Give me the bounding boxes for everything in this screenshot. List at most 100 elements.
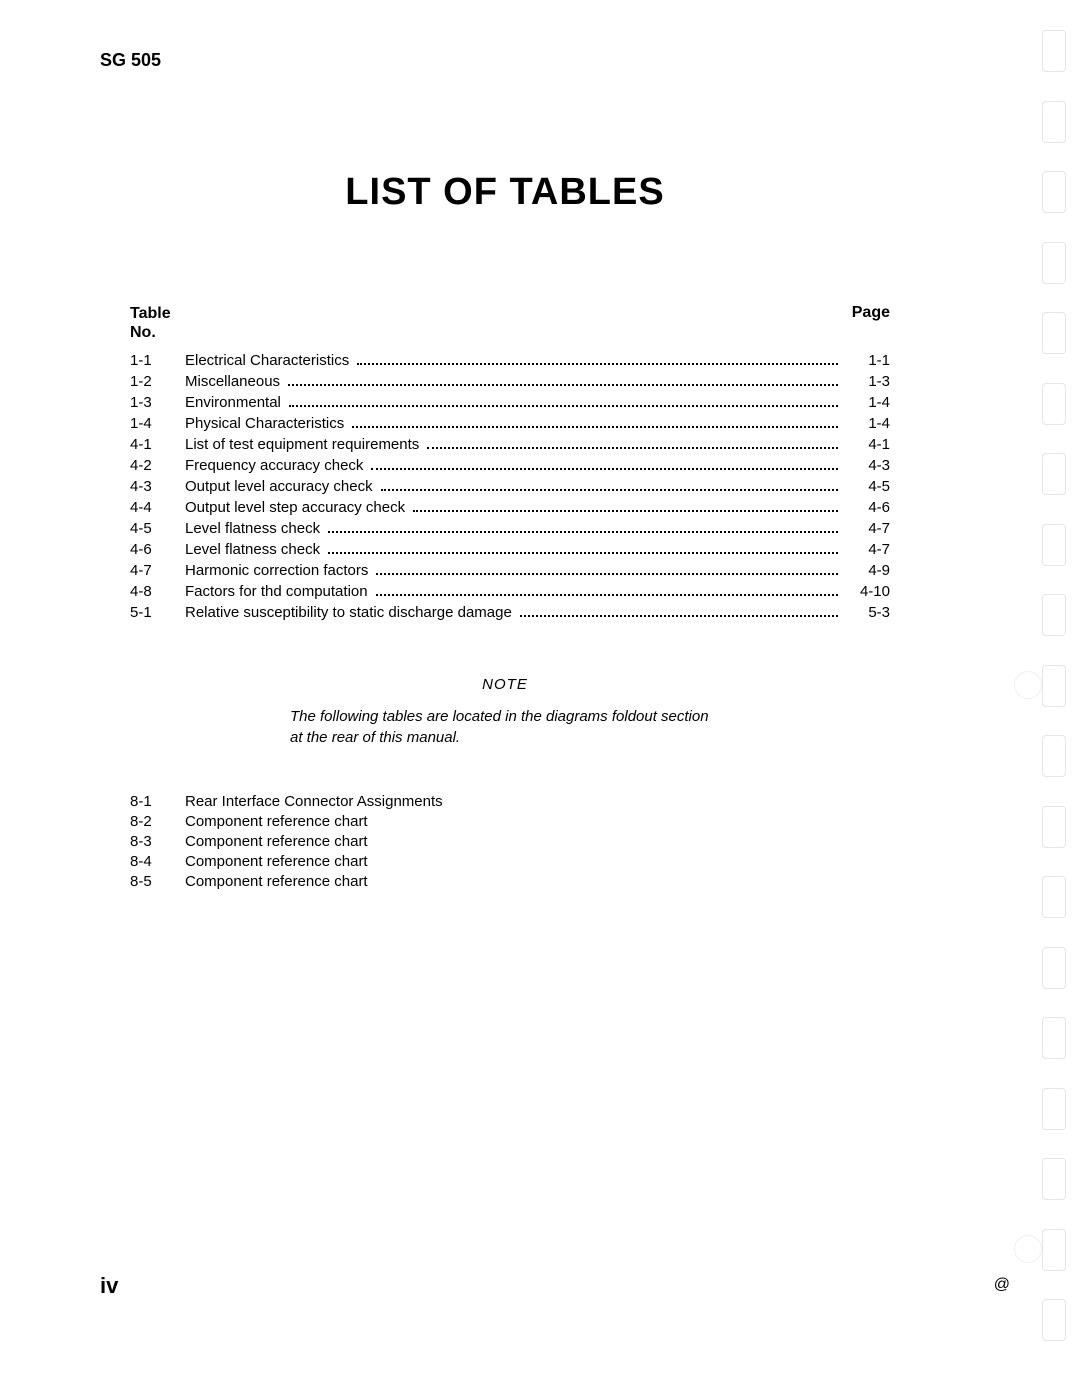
toc-row-no: 1-2 (130, 373, 185, 390)
toc-row: 4-5Level flatness check4-7 (130, 520, 890, 537)
foldout-block: 8-1Rear Interface Connector Assignments8… (130, 793, 910, 890)
punch-mark (1042, 242, 1066, 284)
toc-row-leader-dots (289, 396, 838, 407)
toc-row-page: 4-10 (842, 583, 890, 600)
punch-mark (1042, 594, 1066, 636)
punch-mark (1042, 947, 1066, 989)
toc-row-leader-dots (328, 522, 838, 533)
foldout-row-title: Component reference chart (185, 873, 368, 890)
punch-mark (1042, 1229, 1066, 1271)
ring-mark (1014, 671, 1042, 699)
toc-row: 1-3Environmental1-4 (130, 394, 890, 411)
toc-row-page: 4-1 (842, 436, 890, 453)
punch-mark (1042, 876, 1066, 918)
toc-row-no: 4-4 (130, 499, 185, 516)
foldout-row-title: Component reference chart (185, 833, 368, 850)
punch-mark (1042, 665, 1066, 707)
toc-row: 4-1List of test equipment requirements4-… (130, 436, 890, 453)
binding-marks (1030, 30, 1070, 1370)
toc-rows: 1-1Electrical Characteristics1-1 1-2Misce… (130, 352, 890, 621)
punch-mark (1042, 1017, 1066, 1059)
toc-row-no: 1-3 (130, 394, 185, 411)
toc-row-page: 1-3 (842, 373, 890, 390)
toc-header-left: Table No. (130, 304, 171, 342)
punch-mark (1042, 30, 1066, 72)
toc-row-no: 4-8 (130, 583, 185, 600)
toc-row-page: 5-3 (842, 604, 890, 621)
toc-row-leader-dots (376, 564, 838, 575)
note-block: NOTE The following tables are located in… (100, 676, 910, 748)
punch-mark (1042, 383, 1066, 425)
punch-mark (1042, 101, 1066, 143)
toc-row: 4-6Level flatness check4-7 (130, 541, 890, 558)
punch-mark (1042, 171, 1066, 213)
punch-mark (1042, 1088, 1066, 1130)
toc-row: 1-2Miscellaneous1-3 (130, 373, 890, 390)
toc-row-page: 4-5 (842, 478, 890, 495)
toc-row-title: Harmonic correction factors (185, 562, 372, 579)
note-text: The following tables are located in the … (290, 707, 720, 748)
toc-row: 5-1Relative susceptibility to static dis… (130, 604, 890, 621)
toc-row: 4-7Harmonic correction factors 4-9 (130, 562, 890, 579)
toc-row-page: 4-7 (842, 541, 890, 558)
toc-header-no: No. (130, 324, 156, 341)
foldout-row-title: Component reference chart (185, 813, 368, 830)
toc-row-no: 4-3 (130, 478, 185, 495)
page: SG 505 LIST OF TABLES Table No. Page 1-1… (0, 0, 1080, 1399)
toc-row-no: 4-1 (130, 436, 185, 453)
toc-row-title: Relative susceptibility to static discha… (185, 604, 516, 621)
toc-row: 4-2Frequency accuracy check 4-3 (130, 457, 890, 474)
foldout-row: 8-2Component reference chart (130, 813, 910, 830)
punch-mark (1042, 1158, 1066, 1200)
at-symbol: @ (994, 1276, 1010, 1294)
foldout-row-no: 8-2 (130, 813, 185, 830)
toc-header-page: Page (852, 304, 890, 342)
toc-row-page: 4-3 (842, 457, 890, 474)
toc-row-leader-dots (328, 543, 838, 554)
toc-row-title: Environmental (185, 394, 285, 411)
toc-row-title: Output level accuracy check (185, 478, 377, 495)
toc-row-no: 4-7 (130, 562, 185, 579)
foldout-row: 8-5Component reference chart (130, 873, 910, 890)
foldout-row: 8-4Component reference chart (130, 853, 910, 870)
toc-row-no: 1-1 (130, 352, 185, 369)
toc-row-leader-dots (381, 480, 838, 491)
punch-mark (1042, 312, 1066, 354)
toc-row-title: Factors for thd computation (185, 583, 372, 600)
page-number-roman: iv (100, 1273, 118, 1299)
toc-row-no: 4-2 (130, 457, 185, 474)
foldout-row-title: Rear Interface Connector Assignments (185, 793, 443, 810)
toc-row: 4-8Factors for thd computation 4-10 (130, 583, 890, 600)
toc-row-title: Output level step accuracy check (185, 499, 409, 516)
toc-row-no: 4-5 (130, 520, 185, 537)
toc-row-page: 1-1 (842, 352, 890, 369)
foldout-row: 8-1Rear Interface Connector Assignments (130, 793, 910, 810)
foldout-row-title: Component reference chart (185, 853, 368, 870)
foldout-row-no: 8-5 (130, 873, 185, 890)
punch-mark (1042, 806, 1066, 848)
punch-mark (1042, 524, 1066, 566)
foldout-rows: 8-1Rear Interface Connector Assignments8… (130, 793, 910, 890)
toc-row: 1-4Physical Characteristics1-4 (130, 415, 890, 432)
toc-row-title: Frequency accuracy check (185, 457, 367, 474)
punch-mark (1042, 453, 1066, 495)
toc-row-page: 4-9 (842, 562, 890, 579)
toc-row-leader-dots (352, 417, 838, 428)
toc-row-page: 4-6 (842, 499, 890, 516)
toc-row: 4-3Output level accuracy check 4-5 (130, 478, 890, 495)
ring-mark (1014, 1235, 1042, 1263)
toc-header-table: Table (130, 305, 171, 322)
toc-row-title: List of test equipment requirements (185, 436, 423, 453)
foldout-row-no: 8-3 (130, 833, 185, 850)
toc-header: Table No. Page (130, 304, 890, 342)
toc-row-title: Level flatness check (185, 520, 324, 537)
toc-row-page: 1-4 (842, 415, 890, 432)
punch-mark (1042, 1299, 1066, 1341)
toc-row: 1-1Electrical Characteristics1-1 (130, 352, 890, 369)
toc-row-leader-dots (413, 501, 838, 512)
toc-block: Table No. Page 1-1Electrical Characteris… (130, 304, 890, 621)
toc-row-no: 4-6 (130, 541, 185, 558)
foldout-row-no: 8-1 (130, 793, 185, 810)
punch-mark (1042, 735, 1066, 777)
header-model-code: SG 505 (100, 50, 910, 71)
